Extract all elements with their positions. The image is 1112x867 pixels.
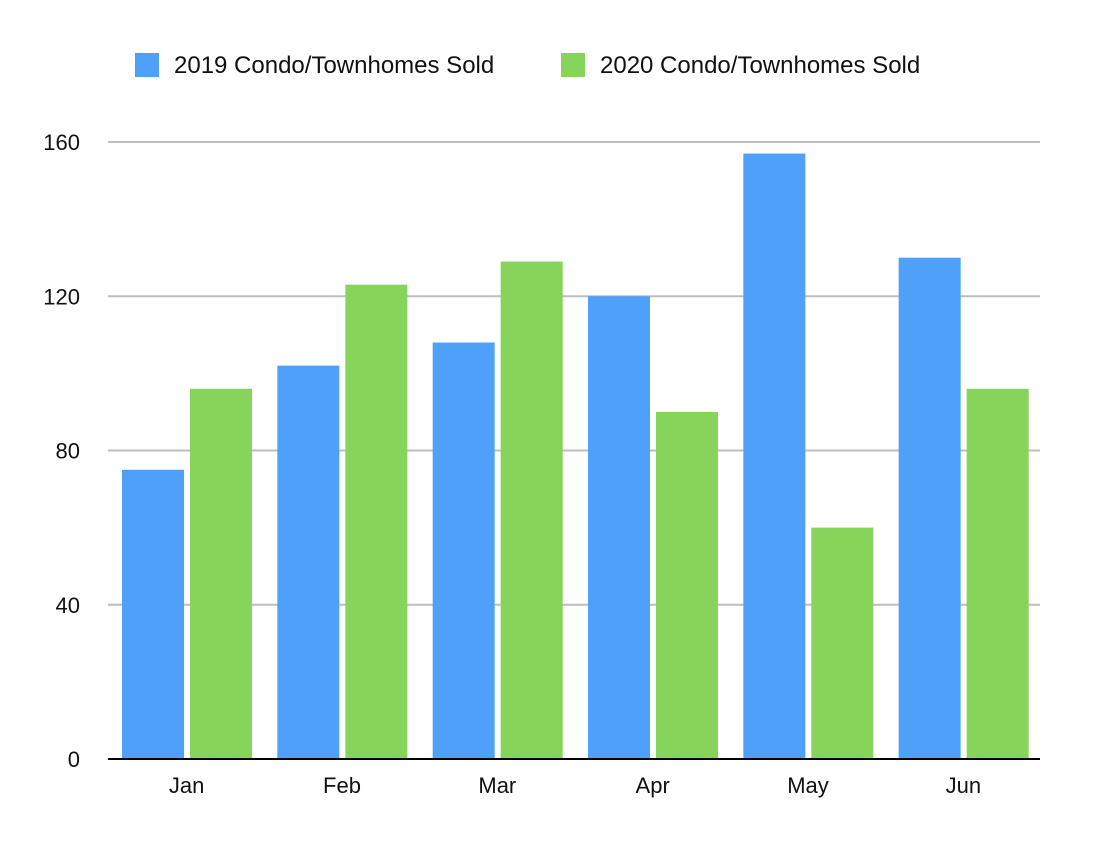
x-tick-label: Feb — [323, 773, 361, 798]
x-tick-label: Jan — [169, 773, 204, 798]
bars — [122, 153, 1029, 760]
bar-apr-2019 — [588, 296, 650, 759]
y-tick-label: 80 — [56, 439, 80, 464]
bar-jan-2019 — [122, 469, 184, 759]
x-tick-label: Jun — [946, 773, 981, 798]
gridlines — [108, 141, 1040, 606]
x-tick-label: Mar — [478, 773, 516, 798]
bar-may-2019 — [743, 153, 806, 760]
bar-feb-2019 — [277, 365, 340, 759]
x-tick-label: Apr — [636, 773, 670, 798]
bar-may-2020 — [811, 527, 874, 759]
legend-label-2019: 2019 Condo/Townhomes Sold — [174, 52, 494, 79]
y-tick-label: 40 — [56, 593, 80, 618]
y-tick-label: 120 — [43, 284, 80, 309]
x-axis-tick-labels: Jan Feb Mar Apr May Jun — [169, 773, 981, 798]
bar-mar-2019 — [432, 342, 495, 759]
y-tick-label: 160 — [43, 130, 80, 155]
y-tick-label: 0 — [68, 747, 80, 772]
legend-swatch-2019 — [135, 53, 159, 77]
bar-jun-2019 — [898, 257, 961, 759]
y-axis-tick-labels: 0 40 80 120 160 — [43, 130, 80, 772]
x-tick-label: May — [787, 773, 829, 798]
bar-mar-2020 — [500, 261, 563, 759]
bar-jun-2020 — [966, 388, 1029, 759]
bar-jan-2020 — [190, 388, 252, 759]
legend-swatch-2020 — [561, 53, 585, 77]
bar-apr-2020 — [656, 411, 718, 759]
legend: 2019 Condo/Townhomes Sold 2020 Condo/Tow… — [135, 52, 920, 79]
legend-label-2020: 2020 Condo/Townhomes Sold — [600, 52, 920, 79]
bar-feb-2020 — [345, 284, 408, 759]
